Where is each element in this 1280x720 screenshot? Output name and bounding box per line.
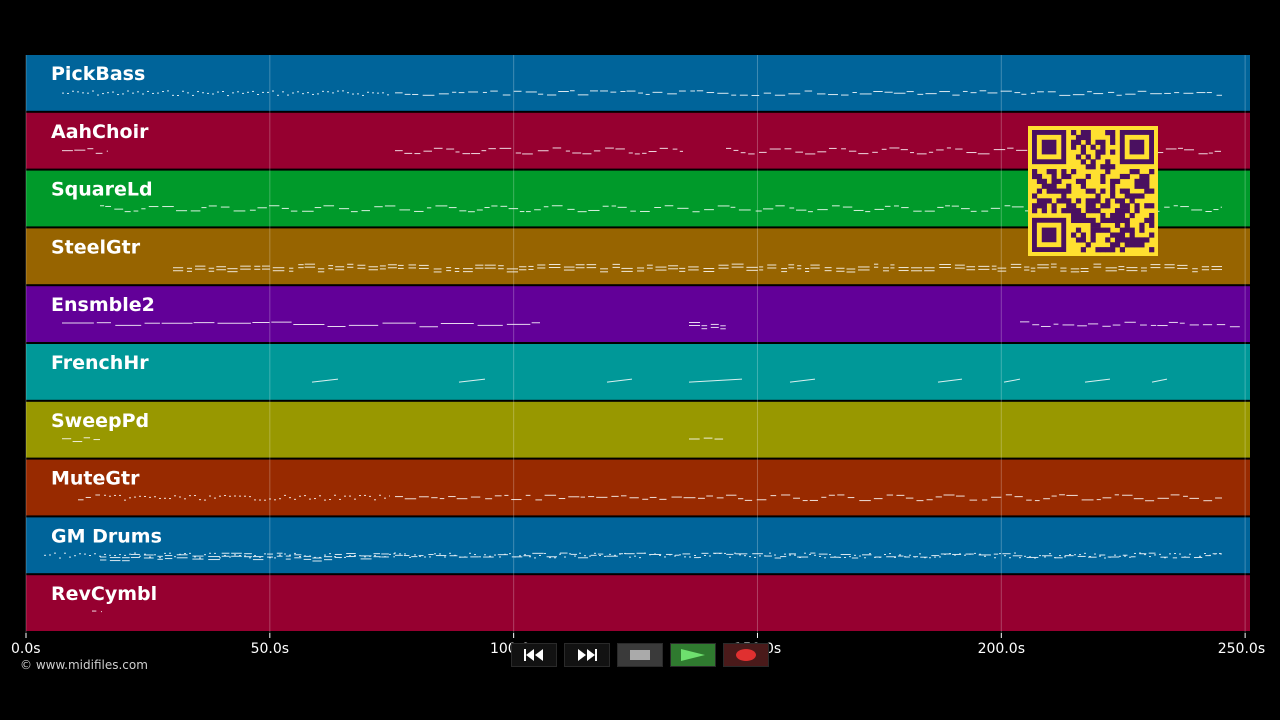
track-lane <box>26 286 1250 342</box>
play-button[interactable] <box>670 643 716 667</box>
track-notes <box>92 610 102 613</box>
track-name: SquareLd <box>51 179 153 201</box>
track-name: AahChoir <box>51 121 149 143</box>
track-name: MuteGtr <box>51 468 140 490</box>
track-name: Ensmble2 <box>51 294 155 316</box>
rewind-button[interactable] <box>511 643 557 667</box>
track-notes <box>173 263 1222 273</box>
track-lane <box>26 344 1250 400</box>
qr-code <box>1028 126 1158 256</box>
track-name: SteelGtr <box>51 236 141 258</box>
record-icon <box>736 649 756 661</box>
track-name: PickBass <box>51 63 145 85</box>
track-name: FrenchHr <box>51 352 149 374</box>
time-tick-label: 200.0s <box>978 641 1025 657</box>
stop-icon <box>630 650 650 660</box>
stop-button[interactable] <box>617 643 663 667</box>
track-notes <box>44 552 1222 562</box>
track-name: SweepPd <box>51 410 149 432</box>
track-notes <box>311 378 1168 383</box>
copyright-text: © www.midifiles.com <box>20 658 148 672</box>
time-tick-label: 250.0s <box>1218 641 1265 657</box>
track-notes <box>62 90 1222 97</box>
time-tick-label: 50.0s <box>251 641 289 657</box>
track-lane <box>26 517 1250 574</box>
play-icon <box>681 649 705 661</box>
track-lane <box>26 401 1250 458</box>
track-notes <box>62 321 1240 330</box>
track-lane <box>26 575 1250 631</box>
track-name: RevCymbl <box>51 583 157 605</box>
fast-forward-icon <box>578 649 597 661</box>
track-name: GM Drums <box>51 525 162 547</box>
transport-controls <box>511 643 769 669</box>
track-notes <box>78 494 1222 502</box>
record-button[interactable] <box>723 643 769 667</box>
rewind-icon <box>524 649 543 661</box>
time-tick-label: 0.0s <box>11 641 41 657</box>
fast-forward-button[interactable] <box>564 643 610 667</box>
track-notes <box>62 437 724 443</box>
track-lane <box>26 459 1250 516</box>
track-lane <box>26 55 1250 111</box>
